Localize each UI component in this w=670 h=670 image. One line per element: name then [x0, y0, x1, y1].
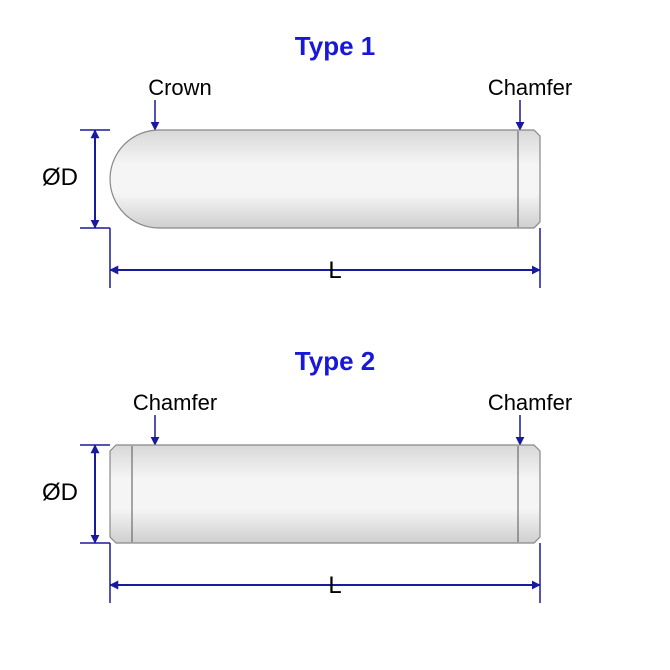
pin-body: [110, 445, 540, 543]
type-title: Type 1: [295, 31, 375, 61]
feature-label-right: Chamfer: [488, 75, 572, 100]
feature-label-right: Chamfer: [488, 390, 572, 415]
dim-label-l: L: [328, 572, 341, 599]
dim-label-l: L: [328, 257, 341, 284]
dim-label-d: ØD: [42, 479, 78, 506]
diagram-canvas: Type 1 Crown Chamfer ØD L Type 2 Chamfer Chamfe…: [0, 0, 670, 670]
feature-label-left: Chamfer: [133, 390, 217, 415]
dim-label-d: ØD: [42, 164, 78, 191]
type-title: Type 2: [295, 346, 375, 376]
pin-body: [110, 130, 540, 228]
feature-label-left: Crown: [148, 75, 212, 100]
